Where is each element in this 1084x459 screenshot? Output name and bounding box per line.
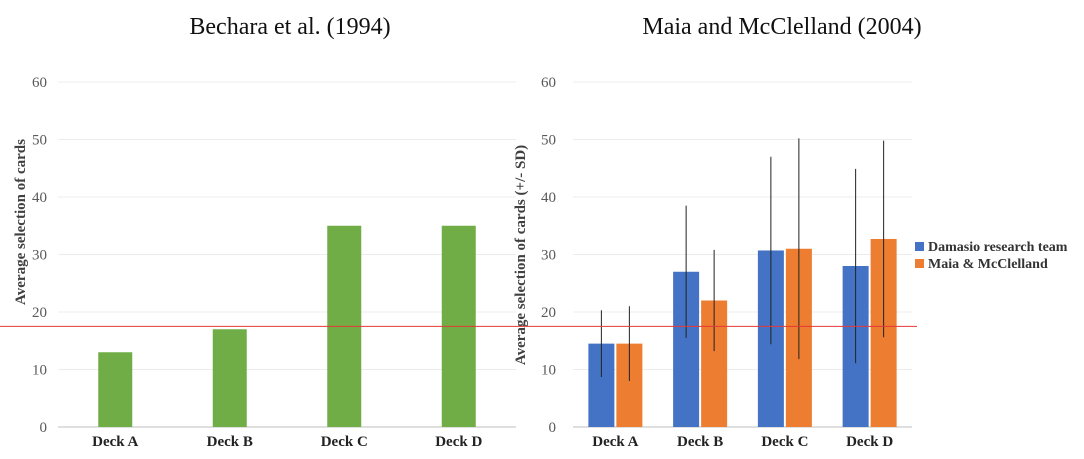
y-tick-label: 60 (32, 75, 47, 91)
legend: Damasio research team Maia & McClelland (915, 240, 1068, 272)
y-tick-label: 50 (32, 133, 47, 149)
legend-swatch (915, 242, 924, 251)
y-tick-label: 0 (40, 420, 48, 436)
y-tick-label: 60 (541, 75, 556, 91)
chart-title: Maia and McClelland (2004) (642, 14, 921, 40)
x-category-label: Deck B (677, 434, 723, 450)
legend-label: Damasio research team (928, 240, 1068, 255)
y-axis-label: Average selection of cards (13, 139, 29, 305)
y-tick-label: 30 (32, 248, 47, 264)
y-tick-label: 50 (541, 133, 556, 149)
legend-swatch (915, 259, 924, 268)
y-tick-label: 40 (541, 190, 556, 206)
y-tick-label: 0 (549, 420, 557, 436)
y-axis-label: Average selection of cards (+/- SD) (513, 145, 529, 365)
bar (98, 352, 133, 427)
y-tick-label: 10 (541, 363, 556, 379)
chart-title: Bechara et al. (1994) (189, 14, 390, 40)
x-category-label: Deck D (846, 434, 893, 450)
legend-label: Maia & McClelland (928, 257, 1048, 272)
x-category-label: Deck C (321, 434, 368, 450)
chart-maia-mcclelland: Maia and McClelland (2004) Average selec… (513, 14, 1068, 450)
x-category-label: Deck A (592, 434, 638, 450)
bar (212, 329, 247, 427)
x-category-label: Deck A (92, 434, 138, 450)
x-category-label: Deck B (207, 434, 253, 450)
y-tick-label: 30 (541, 248, 556, 264)
x-category-label: Deck C (761, 434, 808, 450)
x-category-label: Deck D (435, 434, 482, 450)
y-tick-label: 20 (541, 305, 556, 321)
chart-bechara: Bechara et al. (1994) Average selection … (13, 14, 516, 450)
y-tick-label: 10 (32, 363, 47, 379)
y-tick-label: 20 (32, 305, 47, 321)
y-tick-label: 40 (32, 190, 47, 206)
